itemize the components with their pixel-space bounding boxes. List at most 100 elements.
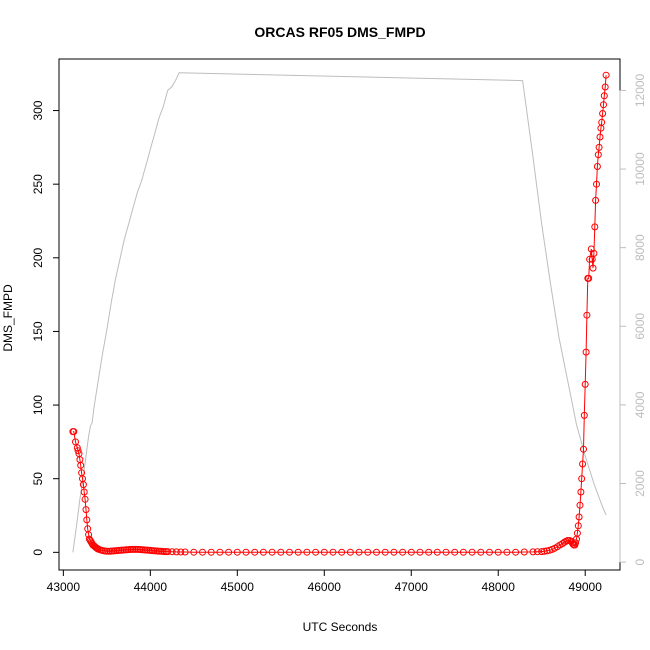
dms-point (590, 249, 598, 257)
dms-point (164, 548, 172, 556)
x-axis: 43000 44000 45000 46000 47000 48000 49000 (47, 569, 603, 594)
dms-point (81, 495, 89, 503)
dms-point (595, 143, 603, 151)
dms-point (199, 548, 206, 556)
y2-tick-label: 4000 (633, 391, 647, 418)
dms-point (601, 83, 609, 91)
x-tick-label: 47000 (395, 580, 429, 594)
dms-point (355, 548, 363, 556)
x-tick-label: 49000 (569, 580, 603, 594)
dms-point (579, 460, 587, 468)
dms-point (216, 548, 224, 556)
dms-point (181, 548, 189, 556)
dms-point (399, 548, 407, 556)
dms-point (381, 548, 389, 556)
dms-point (512, 548, 520, 556)
y-tick-label: 200 (31, 247, 45, 267)
dms-point (578, 475, 586, 483)
y-axis: 0 50 100 150 200 250 300 (31, 100, 60, 556)
dms-point (82, 506, 90, 514)
dms-point (600, 101, 607, 109)
dms-point (207, 548, 215, 556)
dms-point (312, 548, 320, 556)
dms-point (592, 196, 600, 204)
dms-point (416, 548, 424, 556)
y2-axis-right: 0 2000 4000 6000 8000 10000 12000 (619, 73, 647, 565)
dms-point (294, 548, 302, 556)
y-tick-label: 250 (31, 174, 45, 194)
x-tick-label: 45000 (221, 580, 255, 594)
dms-point (390, 548, 398, 556)
dms-point (559, 540, 567, 547)
dms-point (594, 151, 602, 159)
dms-point (529, 548, 537, 556)
x-tick-label: 43000 (47, 580, 81, 594)
dms-point (303, 548, 311, 556)
dms-point (459, 548, 467, 556)
dms-point (494, 548, 502, 556)
dms-point (329, 548, 337, 556)
dms-point (442, 548, 450, 556)
dms-point (503, 548, 511, 556)
dms-point (596, 133, 604, 141)
dms-point (407, 548, 415, 556)
dms-point (268, 548, 276, 556)
y2-tick-label: 6000 (633, 313, 647, 340)
dms-point (338, 548, 346, 556)
dms-line (72, 75, 607, 553)
x-axis-label: UTC Seconds (303, 620, 378, 634)
dms-point (177, 548, 185, 556)
dms-point (580, 411, 588, 419)
dms-point (373, 548, 380, 556)
dms-point (533, 548, 541, 556)
dms-point (520, 548, 528, 556)
dms-point (242, 548, 250, 556)
dms-point (79, 481, 87, 489)
y2-tick-label: 0 (633, 558, 647, 565)
dms-point (172, 548, 180, 556)
dms-point (251, 548, 259, 556)
dms-point (70, 428, 78, 436)
dms-point (538, 548, 546, 556)
y-axis-label: DMS_FMPD (1, 284, 15, 352)
dms-point (598, 118, 606, 126)
dms-point (233, 548, 241, 556)
y2-tick-label: 8000 (633, 234, 647, 261)
dms-point (77, 461, 85, 469)
dms-point (468, 548, 476, 556)
x-tick-label: 48000 (482, 580, 516, 594)
dms-point (583, 311, 591, 319)
dms-point (575, 513, 583, 521)
dms-point (346, 548, 354, 556)
dms-point (581, 380, 589, 388)
y2-tick-label: 12000 (633, 73, 647, 107)
series-altitude-line (72, 72, 607, 553)
dms-point (168, 548, 176, 556)
dms-point (74, 447, 82, 455)
dms-point (320, 548, 328, 556)
dms-point (433, 548, 441, 556)
plot-frame (58, 58, 621, 571)
dms-point (593, 163, 601, 170)
dms-point (451, 548, 459, 556)
dms-point (599, 110, 607, 117)
y2-tick-label: 10000 (633, 152, 647, 186)
dms-point (364, 548, 372, 556)
dms-point (259, 548, 267, 556)
dms-point (425, 548, 433, 556)
dms-point (576, 501, 584, 509)
x-tick-label: 46000 (308, 580, 342, 594)
y-tick-label: 50 (31, 472, 45, 486)
dms-point (573, 529, 581, 537)
dms-point (83, 516, 91, 524)
altitude-line (72, 72, 607, 553)
y-tick-label: 150 (31, 321, 45, 341)
dms-point (586, 255, 594, 263)
series-dms-fmpd (69, 71, 610, 556)
dms-point (591, 223, 599, 231)
dms-point (574, 522, 582, 530)
dms-point (600, 92, 608, 100)
y-tick-label: 100 (31, 395, 45, 415)
dms-point (225, 548, 233, 556)
dms-point (486, 548, 493, 556)
